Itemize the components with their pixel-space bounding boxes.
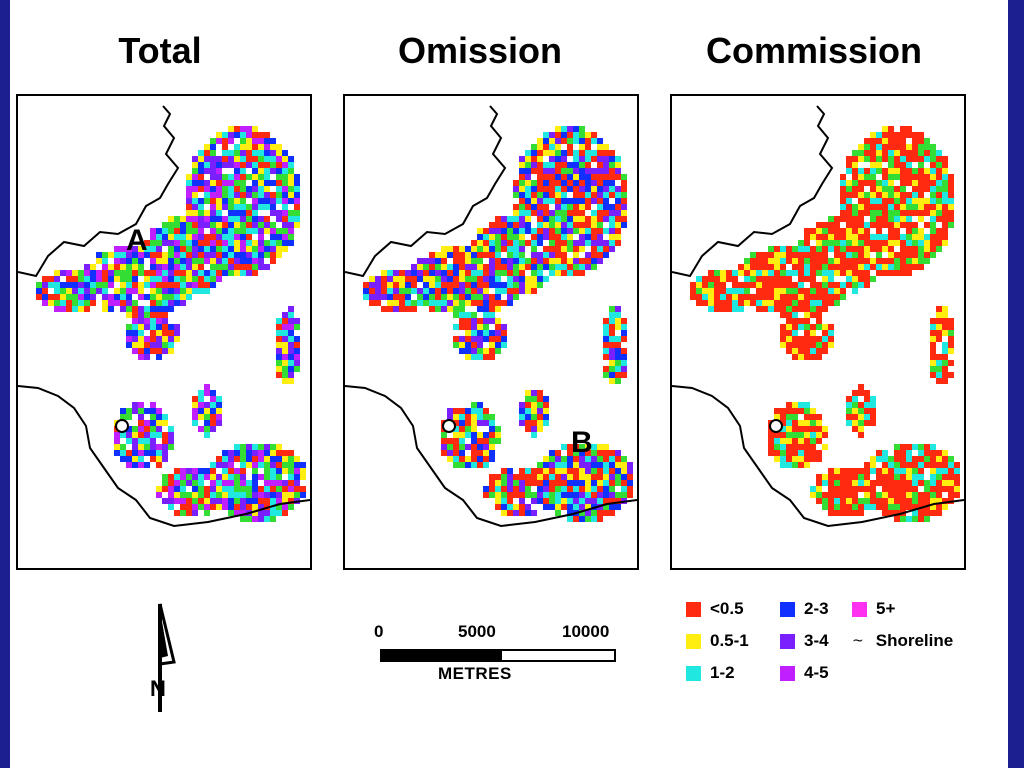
legend-label: 5+ <box>876 599 896 618</box>
map-panel-total: A <box>16 94 312 570</box>
legend-item: 4-5 <box>780 662 829 684</box>
scale-tick-mid: 5000 <box>458 622 496 641</box>
legend-swatch <box>686 633 701 649</box>
legend-label: 1-2 <box>710 663 735 682</box>
island <box>769 419 783 433</box>
slide: Total Omission Commission A B N 0 5000 1… <box>10 0 1008 768</box>
title-commission: Commission <box>705 30 923 71</box>
legend-item: 1-2 <box>686 662 735 684</box>
legend-swatch <box>780 665 795 681</box>
legend-item: 0.5-1 <box>686 630 749 652</box>
scale-tick-0: 0 <box>374 622 384 641</box>
map-raster <box>18 105 310 528</box>
map-raster <box>345 105 637 528</box>
legend-swatch <box>780 601 795 617</box>
legend-label: <0.5 <box>710 599 744 618</box>
legend-label: 2-3 <box>804 599 829 618</box>
legend-item-shoreline: ~ Shoreline <box>852 630 953 652</box>
title-omission: Omission <box>397 30 563 71</box>
scale-bar: 0 5000 10000 METRES <box>370 622 640 692</box>
legend-item: 2-3 <box>780 598 829 620</box>
legend-item: 5+ <box>852 598 895 620</box>
legend: <0.5 0.5-1 1-2 2-3 3-4 4-5 5+ ~ Shorelin <box>686 598 1006 698</box>
island <box>442 419 456 433</box>
legend-item: 3-4 <box>780 630 829 652</box>
map-panel-commission <box>670 94 966 570</box>
title-total: Total <box>118 30 202 71</box>
north-arrow-icon: N <box>150 603 176 712</box>
map-panel-omission: B <box>343 94 639 570</box>
marker-b: B <box>571 426 593 459</box>
island <box>115 419 129 433</box>
legend-label: 4-5 <box>804 663 829 682</box>
legend-label: 3-4 <box>804 631 829 650</box>
map-raster <box>672 105 964 528</box>
legend-label: 0.5-1 <box>710 631 749 650</box>
legend-swatch <box>686 665 701 681</box>
shoreline-icon: ~ <box>852 633 864 649</box>
legend-label-shoreline: Shoreline <box>875 631 954 650</box>
shoreline <box>18 105 310 528</box>
north-arrow: N <box>148 600 184 721</box>
scale-tick-max: 10000 <box>562 622 610 641</box>
shoreline <box>672 105 964 528</box>
marker-a: A <box>126 224 148 257</box>
shoreline <box>345 105 637 528</box>
legend-item: <0.5 <box>686 598 744 620</box>
scale-bar-empty <box>500 649 616 662</box>
legend-swatch <box>852 601 867 617</box>
scale-units: METRES <box>438 664 512 683</box>
legend-swatch <box>780 633 795 649</box>
legend-swatch <box>686 601 701 617</box>
north-label: N <box>150 676 166 701</box>
scale-bar-filled <box>380 649 504 662</box>
